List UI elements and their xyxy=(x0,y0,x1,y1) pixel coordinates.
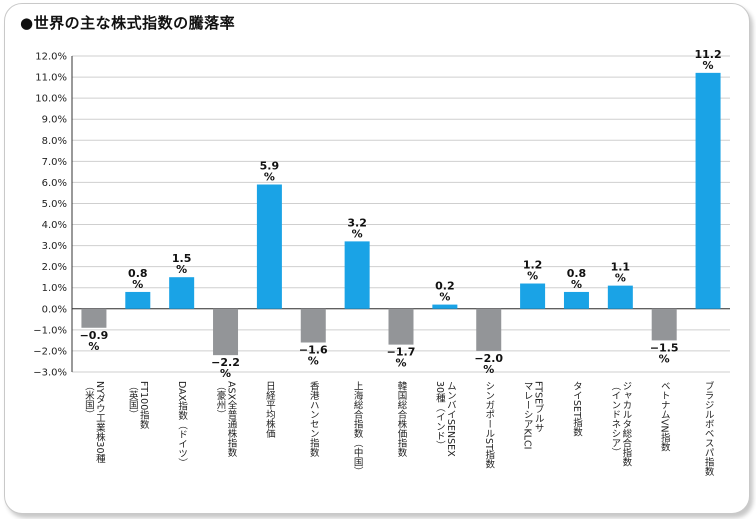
y-tick-label: −3.0% xyxy=(33,368,67,379)
y-tick-label: 1.0% xyxy=(42,283,67,294)
y-tick-label: 7.0% xyxy=(42,157,67,168)
category-label: 上海総合指数（中国） xyxy=(352,381,364,476)
data-label-unit: % xyxy=(395,357,406,370)
data-label-unit: % xyxy=(527,270,538,283)
y-tick-label: 2.0% xyxy=(42,262,67,273)
category-label: （米国） xyxy=(83,381,95,419)
y-tick-label: 11.0% xyxy=(35,73,67,84)
category-label: （豪州） xyxy=(215,381,227,419)
data-label: 5.9 xyxy=(260,160,280,173)
bar xyxy=(432,304,458,309)
data-label: 11.2 xyxy=(694,48,721,61)
category-label: 30種（インド） xyxy=(434,381,446,450)
y-tick-label: −1.0% xyxy=(33,325,67,336)
data-label-unit: % xyxy=(352,227,363,240)
bar xyxy=(563,291,589,309)
data-label: 3.2 xyxy=(347,216,367,229)
y-tick-label: 4.0% xyxy=(42,220,67,231)
data-label-unit: % xyxy=(659,352,670,365)
data-label: −1.5 xyxy=(650,341,679,354)
data-label-unit: % xyxy=(615,272,626,285)
data-label: 0.2 xyxy=(435,280,455,293)
bar xyxy=(344,241,370,309)
data-label: −1.6 xyxy=(299,344,328,357)
data-label: 1.1 xyxy=(611,261,631,274)
bar xyxy=(256,184,282,309)
bar xyxy=(651,308,677,341)
category-label: ブラジルボベスパ指数 xyxy=(703,380,715,477)
category-label: ASX全普通株指数 xyxy=(226,381,238,458)
data-label-unit: % xyxy=(571,278,582,291)
bar xyxy=(520,283,546,309)
category-label: タイSET指数 xyxy=(571,381,583,438)
y-tick-label: −2.0% xyxy=(33,346,67,357)
y-tick-label: 3.0% xyxy=(42,241,67,252)
data-label-unit: % xyxy=(220,367,231,380)
category-label: （英国） xyxy=(127,381,139,419)
data-label: 1.5 xyxy=(172,252,192,265)
data-label-unit: % xyxy=(439,291,450,304)
bar xyxy=(81,308,107,328)
category-label: FTSEブルサ xyxy=(533,381,545,433)
bar xyxy=(388,308,414,345)
category-label: FT100指数 xyxy=(138,381,150,430)
data-label-unit: % xyxy=(132,278,143,291)
category-label: ベトナムVN指数 xyxy=(659,381,671,452)
data-label-unit: % xyxy=(264,171,275,184)
category-label: ムンバイSENSEX xyxy=(445,381,457,457)
category-label: シンガポールST指数 xyxy=(483,381,495,470)
category-label: 韓国総合株価指数 xyxy=(396,381,408,458)
bar xyxy=(300,308,326,343)
bar xyxy=(213,308,239,356)
bar xyxy=(607,285,633,309)
data-label: −1.7 xyxy=(387,346,416,359)
bar xyxy=(169,277,195,309)
y-tick-label: 10.0% xyxy=(35,94,67,105)
data-label: 0.8 xyxy=(567,267,587,280)
chart-panel xyxy=(4,3,750,514)
chart-title: ●世界の主な株式指数の騰落率 xyxy=(20,14,236,32)
data-label-unit: % xyxy=(483,363,494,376)
bar xyxy=(125,291,151,309)
category-label: （インドネシア） xyxy=(609,381,621,457)
y-tick-label: 12.0% xyxy=(35,52,67,63)
data-label: −2.2 xyxy=(211,356,240,369)
bar xyxy=(476,308,502,351)
data-label: −2.0 xyxy=(474,352,503,365)
y-tick-label: 8.0% xyxy=(42,136,67,147)
data-label-unit: % xyxy=(703,59,714,72)
data-label-unit: % xyxy=(308,355,319,368)
data-label-unit: % xyxy=(176,263,187,276)
y-tick-label: 9.0% xyxy=(42,115,67,126)
data-label: −0.9 xyxy=(80,329,109,342)
category-label: NYダウ工業株30種 xyxy=(94,381,106,464)
data-label: 1.2 xyxy=(523,259,543,272)
category-label: 日経平均株価 xyxy=(264,381,276,438)
y-tick-label: 5.0% xyxy=(42,199,67,210)
category-label: ジャカルタ総合指数 xyxy=(620,381,632,467)
category-label: マレーシアKLCI xyxy=(522,381,533,449)
data-label: 0.8 xyxy=(128,267,148,280)
data-label-unit: % xyxy=(88,340,99,353)
category-label: 香港ハンセン指数 xyxy=(308,381,320,458)
y-tick-label: 6.0% xyxy=(42,178,67,189)
y-tick-label: 0.0% xyxy=(42,304,67,315)
bar xyxy=(695,72,721,309)
category-label: DAX指数（ドイツ） xyxy=(176,381,188,468)
